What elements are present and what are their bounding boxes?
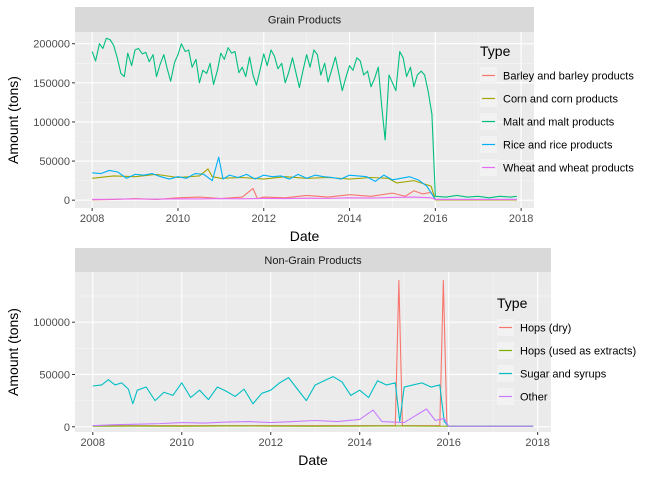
legend-label: Sugar and syrups <box>520 369 607 381</box>
legend-label: Barley and barley products <box>503 71 634 83</box>
plot-panel <box>75 272 551 432</box>
facet-strip <box>75 7 534 32</box>
x-tick-label: 2012 <box>258 437 282 449</box>
x-tick-label: 2016 <box>436 437 460 449</box>
x-axis-title: Date <box>290 228 320 244</box>
legend-title: Type <box>497 295 528 311</box>
y-tick-label: 0 <box>64 195 70 207</box>
y-tick-label: 200000 <box>33 39 70 51</box>
series-line-4 <box>92 156 517 200</box>
legend: Type Barley and barley products Corn and c… <box>480 43 634 176</box>
x-tick-label: 2018 <box>525 437 549 449</box>
x-tick-label: 2012 <box>252 213 276 225</box>
x-tick-label: 2018 <box>509 213 533 225</box>
y-axis-title: Amount (tons) <box>5 308 21 396</box>
x-axis-title: Date <box>298 452 328 468</box>
legend-label: Corn and corn products <box>503 94 618 106</box>
y-tick-label: 150000 <box>33 78 70 90</box>
legend-label: Malt and malt products <box>503 117 615 129</box>
legend-title: Type <box>480 43 511 59</box>
y-axis-title: Amount (tons) <box>5 76 21 164</box>
facet-2: Non-Grain Products 2008 2010 2012 2014 2016 20… <box>5 248 636 468</box>
y-tick-label: 50000 <box>39 156 70 168</box>
legend-label: Hops (used as extracts) <box>520 346 636 358</box>
x-tick-label: 2014 <box>347 437 371 449</box>
series-line-3 <box>91 37 517 199</box>
y-tick-label: 50000 <box>39 369 70 381</box>
facet-1: Grain Products 2008 2010 2012 2014 2016 2018 0 5… <box>5 7 634 244</box>
legend-label: Rice and rice products <box>503 140 613 152</box>
x-tick-label: 2016 <box>423 213 447 225</box>
legend-label: Wheat and wheat products <box>503 163 634 175</box>
y-tick-label: 0 <box>64 422 70 434</box>
x-tick-label: 2010 <box>166 213 190 225</box>
y-tick-label: 100000 <box>33 317 70 329</box>
y-tick-label: 100000 <box>33 117 70 129</box>
x-tick-label: 2014 <box>337 213 361 225</box>
x-tick-label: 2008 <box>81 437 105 449</box>
facet-strip-title: Non-Grain Products <box>264 255 362 267</box>
legend: Type Hops (dry) Hops (used as extracts) Sug… <box>497 295 636 405</box>
legend-label: Other <box>520 392 548 404</box>
facet-strip-title: Grain Products <box>268 15 342 27</box>
series-line-3 <box>92 376 534 427</box>
plot-panel <box>75 32 534 208</box>
series-line-5 <box>92 196 517 200</box>
x-tick-label: 2010 <box>170 437 194 449</box>
facet-strip <box>75 248 551 272</box>
series-line-4 <box>92 408 534 427</box>
x-tick-label: 2008 <box>80 213 104 225</box>
legend-label: Hops (dry) <box>520 323 571 335</box>
